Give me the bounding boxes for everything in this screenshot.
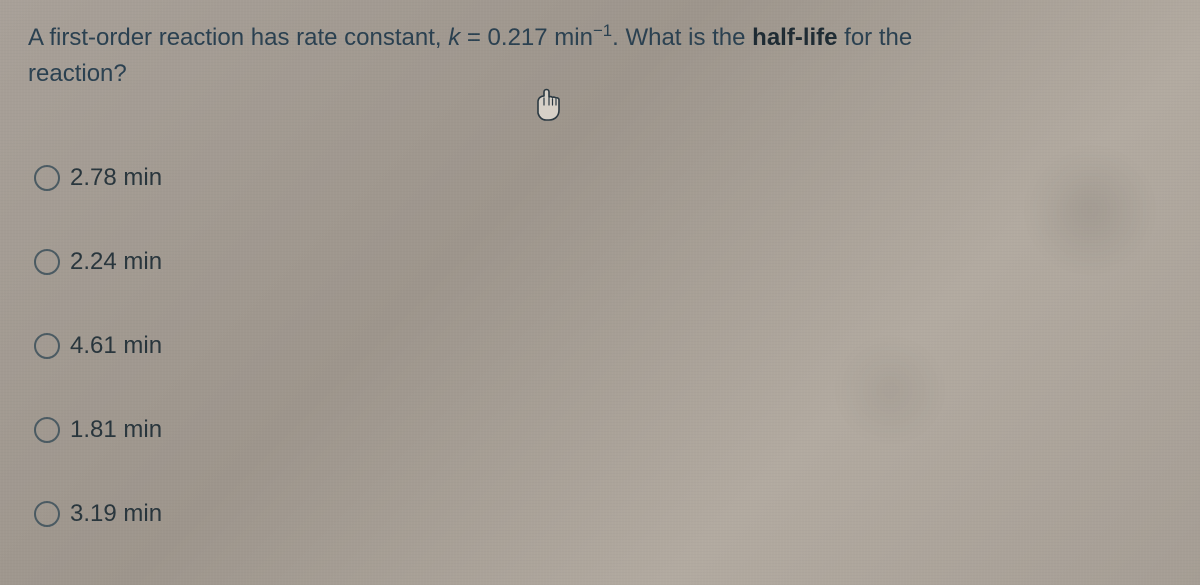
- question-bold: half-life: [752, 24, 837, 51]
- radio-icon[interactable]: [34, 417, 60, 443]
- pointer-cursor-icon: [532, 88, 562, 122]
- question-whatis: What is the: [625, 24, 752, 51]
- radio-icon[interactable]: [34, 165, 60, 191]
- option-2[interactable]: 4.61 min: [34, 332, 1172, 360]
- option-1[interactable]: 2.24 min: [34, 248, 1172, 276]
- question-equals: = 0.217 min: [460, 24, 593, 51]
- option-label: 1.81 min: [70, 416, 162, 444]
- option-0[interactable]: 2.78 min: [34, 164, 1172, 192]
- question-text: A first-order reaction has rate constant…: [28, 18, 1008, 92]
- option-label: 4.61 min: [70, 332, 162, 360]
- options-list: 2.78 min 2.24 min 4.61 min 1.81 min 3.19…: [28, 164, 1172, 528]
- question-exponent: −1: [593, 21, 612, 40]
- k-symbol: k: [448, 24, 460, 51]
- radio-icon[interactable]: [34, 501, 60, 527]
- option-label: 2.24 min: [70, 248, 162, 276]
- question-prefix: A first-order reaction has rate constant…: [28, 24, 448, 51]
- option-3[interactable]: 1.81 min: [34, 416, 1172, 444]
- radio-icon[interactable]: [34, 333, 60, 359]
- option-4[interactable]: 3.19 min: [34, 500, 1172, 528]
- option-label: 2.78 min: [70, 164, 162, 192]
- question-period: .: [612, 24, 625, 51]
- radio-icon[interactable]: [34, 249, 60, 275]
- option-label: 3.19 min: [70, 500, 162, 528]
